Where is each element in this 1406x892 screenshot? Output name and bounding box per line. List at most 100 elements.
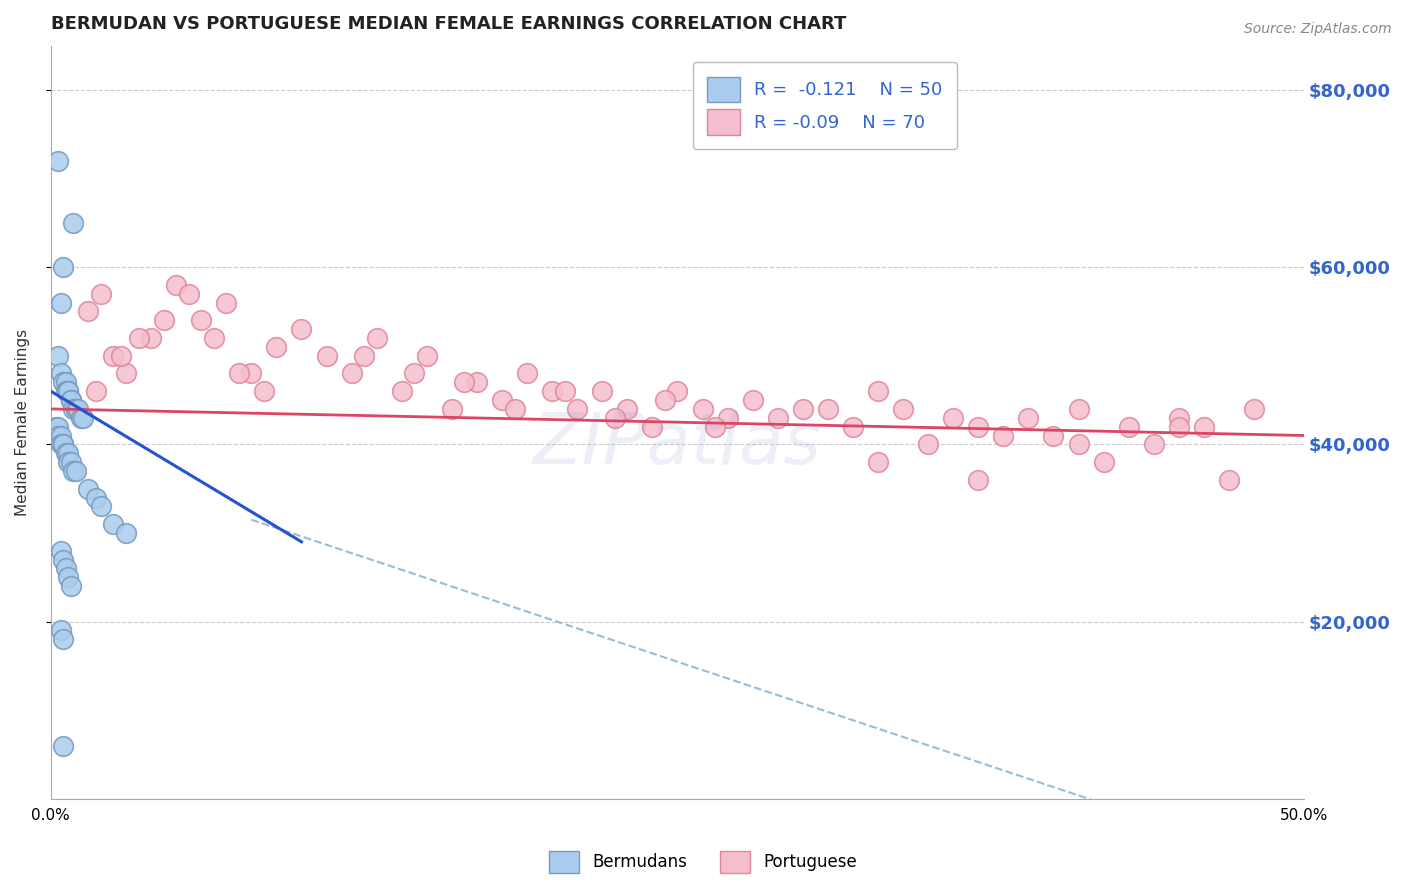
Point [177,286,200,301]
Point [1092,455,1115,469]
Point [65,401,87,416]
Point [62,464,84,478]
Point [190,313,212,327]
Point [139,331,162,345]
Point [266,340,288,354]
Point [866,455,889,469]
Point [1167,410,1189,425]
Point [1017,410,1039,425]
Point [692,401,714,416]
Point [48,349,70,363]
Point [90,500,112,514]
Point [55,384,77,399]
Point [70,410,93,425]
Point [77,304,100,318]
Point [516,367,538,381]
Point [891,401,914,416]
Point [72,410,94,425]
Point [416,349,439,363]
Point [65,464,87,478]
Point [58,455,80,469]
Point [49,437,72,451]
Point [58,570,80,584]
Point [52,437,75,451]
Point [52,437,75,451]
Point [567,401,589,416]
Point [49,295,72,310]
Point [1192,419,1215,434]
Point [55,446,77,460]
Point [77,482,100,496]
Point [1067,401,1090,416]
Point [1118,419,1140,434]
Point [440,401,463,416]
Point [253,384,276,399]
Point [48,428,70,442]
Point [491,393,513,408]
Legend: Bermudans, Portuguese: Bermudans, Portuguese [543,845,863,880]
Point [49,428,72,442]
Text: Source: ZipAtlas.com: Source: ZipAtlas.com [1244,22,1392,37]
Point [52,739,75,753]
Point [58,384,80,399]
Point [58,446,80,460]
Point [59,579,82,593]
Point [1067,437,1090,451]
Point [404,367,426,381]
Point [340,367,363,381]
Point [48,419,70,434]
Point [766,410,789,425]
Point [391,384,413,399]
Point [967,473,990,487]
Point [465,376,488,390]
Point [115,367,138,381]
Point [704,419,727,434]
Point [202,331,225,345]
Point [128,331,150,345]
Point [917,437,939,451]
Point [1167,419,1189,434]
Point [55,376,77,390]
Point [603,410,626,425]
Point [967,419,990,434]
Text: BERMUDAN VS PORTUGUESE MEDIAN FEMALE EARNINGS CORRELATION CHART: BERMUDAN VS PORTUGUESE MEDIAN FEMALE EAR… [51,15,846,33]
Point [59,393,82,408]
Point [48,153,70,168]
Point [866,384,889,399]
Point [45,419,67,434]
Point [717,410,740,425]
Point [59,393,82,408]
Point [59,455,82,469]
Point [817,401,839,416]
Point [353,349,375,363]
Point [52,260,75,275]
Point [62,216,84,230]
Point [52,376,75,390]
Point [49,543,72,558]
Point [52,632,75,647]
Point [654,393,676,408]
Legend: R =  -0.121    N = 50, R = -0.09    N = 70: R = -0.121 N = 50, R = -0.09 N = 70 [693,62,956,150]
Text: ZIPatlas: ZIPatlas [533,410,823,479]
Point [103,517,125,532]
Point [110,349,132,363]
Point [842,419,865,434]
Point [315,349,337,363]
Point [666,384,689,399]
Point [366,331,388,345]
Point [49,367,72,381]
Point [62,401,84,416]
Point [503,401,526,416]
Point [453,376,475,390]
Point [240,367,263,381]
Point [290,322,312,336]
Point [215,295,238,310]
Point [165,277,187,292]
Point [84,491,107,505]
Point [228,367,250,381]
Point [55,561,77,575]
Point [792,401,814,416]
Point [942,410,965,425]
Point [115,525,138,540]
Point [67,401,90,416]
